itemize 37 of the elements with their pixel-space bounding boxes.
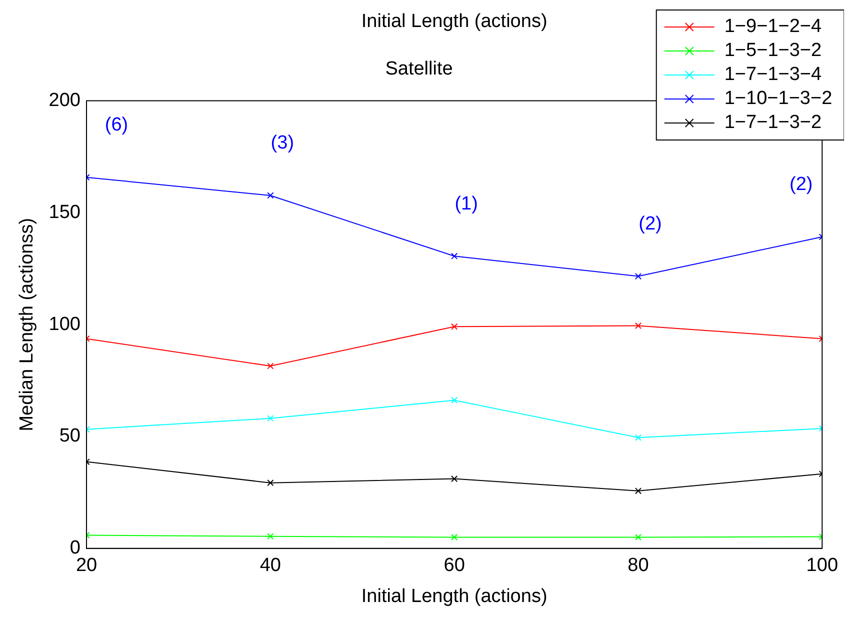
legend-label: 1−7−1−3−2 [724, 112, 822, 134]
x-tick-label: 100 [806, 555, 838, 576]
y-tick-label: 100 [48, 314, 80, 335]
point [450, 396, 458, 404]
point [634, 434, 642, 441]
x-axis-title: Initial Length (actions) [361, 586, 548, 607]
legend-label: 1−7−1−3−4 [724, 64, 822, 86]
point [634, 272, 642, 280]
legend-label: 1−5−1−3−2 [724, 40, 822, 62]
point [634, 488, 642, 494]
x-tick-label: 60 [444, 555, 465, 576]
point [450, 323, 458, 330]
y-tick-label: 50 [59, 426, 80, 447]
legend-label: 1−10−1−3−2 [724, 88, 832, 110]
point [450, 252, 458, 260]
x-tick-label: 40 [260, 555, 281, 576]
annotation: (6) [104, 114, 128, 136]
point [450, 534, 458, 541]
annotation: (2) [638, 213, 662, 234]
point [634, 322, 642, 330]
point [267, 480, 274, 486]
y-tick-label: 150 [48, 202, 80, 223]
annotation: (2) [790, 174, 813, 196]
annotation: (1) [454, 193, 478, 214]
text: Initial Length (actions) [361, 11, 548, 32]
x-tick-label: 80 [628, 555, 649, 576]
annotation: (3) [270, 132, 294, 154]
y-tick-label: 200 [48, 90, 80, 112]
legend-label: 1−9−1−2−4 [724, 16, 822, 38]
point [267, 192, 274, 199]
point [634, 534, 642, 541]
point [450, 475, 458, 482]
y-axis-title: Median Length (actionss) [16, 218, 38, 432]
point [267, 415, 274, 422]
chart-title: Satellite [385, 58, 453, 80]
point [267, 362, 274, 370]
point [267, 532, 274, 540]
